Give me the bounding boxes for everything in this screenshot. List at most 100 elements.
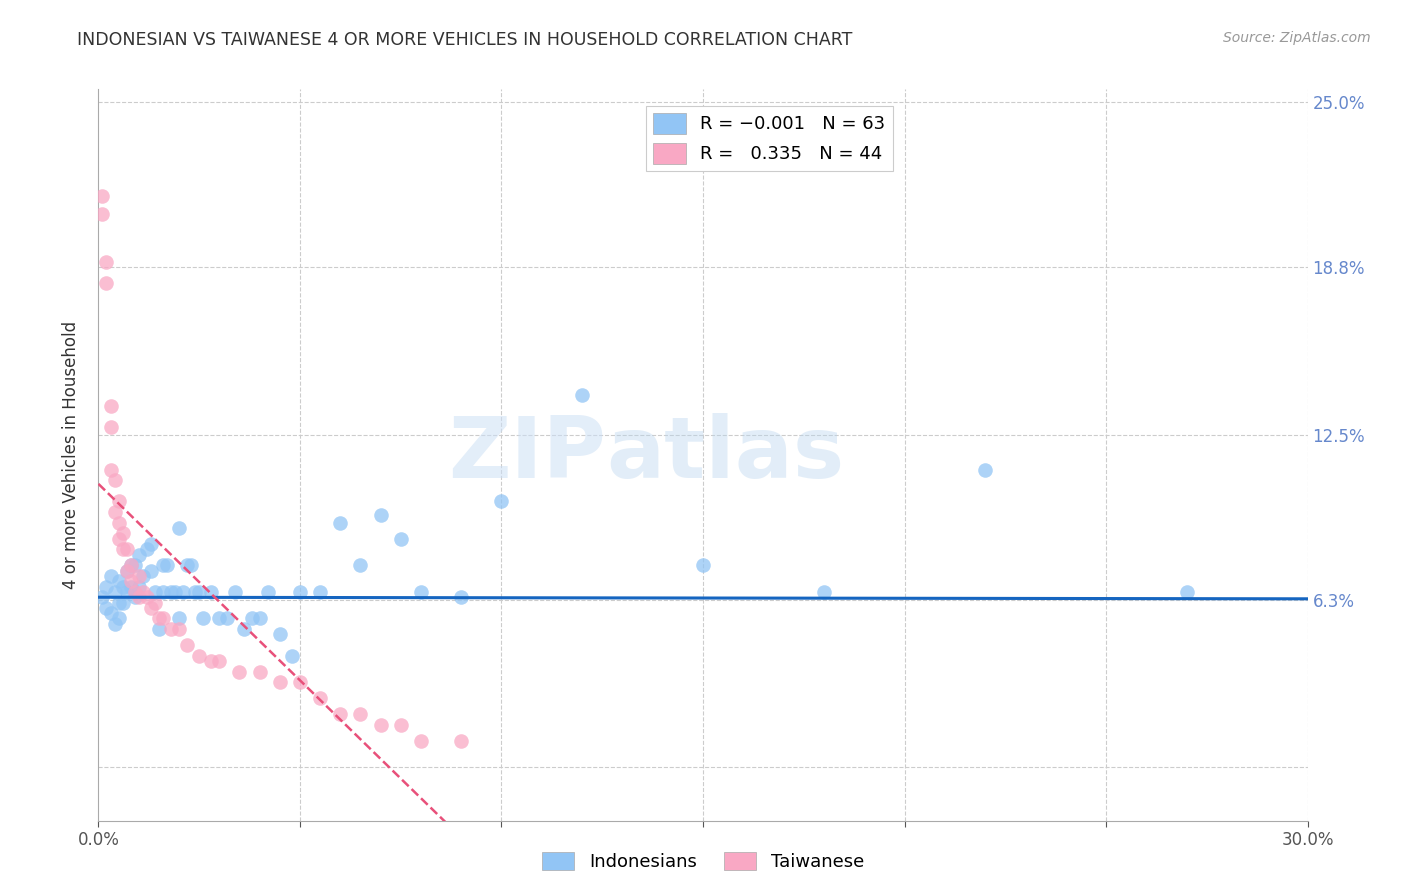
Point xyxy=(389,718,412,732)
Point xyxy=(329,707,352,722)
Point xyxy=(111,580,134,594)
Point xyxy=(120,558,142,573)
Point xyxy=(111,542,134,557)
Point xyxy=(160,622,183,636)
Point xyxy=(115,542,138,557)
Point xyxy=(100,462,122,476)
Point xyxy=(193,611,215,625)
Point xyxy=(115,585,138,599)
Point xyxy=(208,654,231,668)
Point xyxy=(120,558,142,573)
Point xyxy=(139,564,162,578)
Point xyxy=(124,591,146,605)
Point xyxy=(107,516,129,530)
Point xyxy=(156,558,179,573)
Point xyxy=(208,611,231,625)
Text: Source: ZipAtlas.com: Source: ZipAtlas.com xyxy=(1223,31,1371,45)
Point xyxy=(111,595,134,609)
Point xyxy=(176,558,198,573)
Point xyxy=(115,564,138,578)
Point xyxy=(103,616,125,631)
Point xyxy=(309,691,332,706)
Point xyxy=(571,388,593,402)
Point xyxy=(200,585,222,599)
Point xyxy=(1175,585,1198,599)
Point xyxy=(96,580,118,594)
Point xyxy=(163,585,186,599)
Point xyxy=(139,537,162,551)
Legend: Indonesians, Taiwanese: Indonesians, Taiwanese xyxy=(534,845,872,879)
Point xyxy=(172,585,194,599)
Point xyxy=(96,277,118,291)
Point xyxy=(96,255,118,269)
Point xyxy=(132,585,155,599)
Point xyxy=(135,591,157,605)
Point xyxy=(128,580,150,594)
Point xyxy=(288,585,311,599)
Point xyxy=(143,595,166,609)
Point xyxy=(309,585,332,599)
Point xyxy=(167,611,190,625)
Point xyxy=(100,399,122,413)
Point xyxy=(224,585,246,599)
Point xyxy=(128,569,150,583)
Point xyxy=(249,665,271,679)
Point xyxy=(100,569,122,583)
Point xyxy=(115,564,138,578)
Point xyxy=(148,622,170,636)
Point xyxy=(692,558,714,573)
Point xyxy=(256,585,278,599)
Point xyxy=(128,548,150,562)
Point xyxy=(152,611,174,625)
Point xyxy=(91,207,114,221)
Point xyxy=(100,606,122,620)
Point xyxy=(370,718,392,732)
Point xyxy=(152,558,174,573)
Legend: R = −0.001   N = 63, R =   0.335   N = 44: R = −0.001 N = 63, R = 0.335 N = 44 xyxy=(647,105,893,170)
Point xyxy=(107,574,129,589)
Point xyxy=(152,585,174,599)
Point xyxy=(167,521,190,535)
Point xyxy=(111,526,134,541)
Point xyxy=(96,600,118,615)
Point xyxy=(120,574,142,589)
Point xyxy=(188,648,211,663)
Point xyxy=(217,611,239,625)
Point xyxy=(450,591,472,605)
Point xyxy=(176,638,198,652)
Text: atlas: atlas xyxy=(606,413,845,497)
Point xyxy=(269,675,291,690)
Point xyxy=(389,532,412,546)
Point xyxy=(107,611,129,625)
Point xyxy=(139,600,162,615)
Point xyxy=(132,569,155,583)
Point xyxy=(135,542,157,557)
Point xyxy=(107,532,129,546)
Point xyxy=(409,585,432,599)
Point xyxy=(184,585,207,599)
Point xyxy=(100,420,122,434)
Text: INDONESIAN VS TAIWANESE 4 OR MORE VEHICLES IN HOUSEHOLD CORRELATION CHART: INDONESIAN VS TAIWANESE 4 OR MORE VEHICL… xyxy=(77,31,852,49)
Point xyxy=(143,585,166,599)
Text: ZIP: ZIP xyxy=(449,413,606,497)
Point xyxy=(124,585,146,599)
Point xyxy=(107,494,129,508)
Point xyxy=(329,516,352,530)
Point xyxy=(269,627,291,641)
Point xyxy=(974,462,997,476)
Point xyxy=(103,585,125,599)
Y-axis label: 4 or more Vehicles in Household: 4 or more Vehicles in Household xyxy=(62,321,80,589)
Point xyxy=(91,188,114,202)
Point xyxy=(124,558,146,573)
Point xyxy=(180,558,202,573)
Point xyxy=(491,494,513,508)
Point xyxy=(232,622,254,636)
Point xyxy=(167,622,190,636)
Point xyxy=(813,585,835,599)
Point xyxy=(450,734,472,748)
Point xyxy=(249,611,271,625)
Point xyxy=(107,595,129,609)
Point xyxy=(349,558,371,573)
Point xyxy=(148,611,170,625)
Point xyxy=(349,707,371,722)
